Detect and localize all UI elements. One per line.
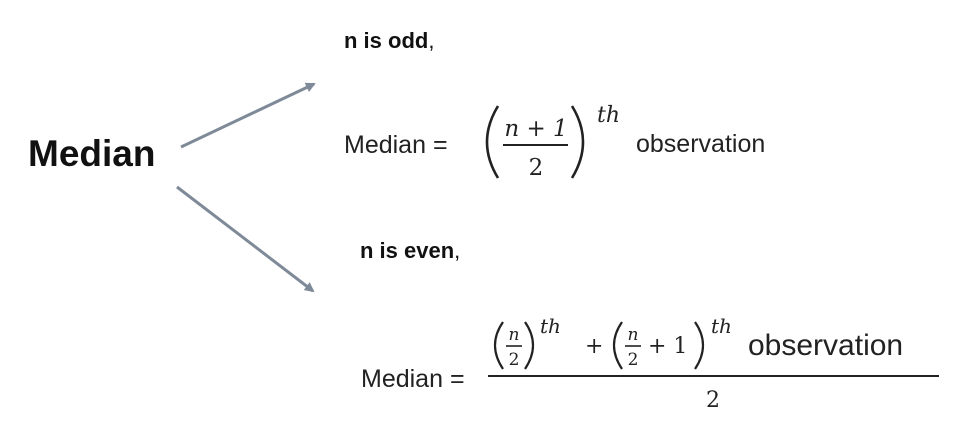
even-case-comma: , (454, 238, 461, 263)
even-lhs: Median = (361, 365, 465, 393)
odd-superscript: th (597, 103, 620, 128)
odd-formula: Median = n + 1 2 th observation (344, 103, 765, 181)
even-case-text: n is even (360, 238, 455, 263)
odd-rhs: observation (636, 130, 765, 158)
odd-numerator: n + 1 (504, 116, 567, 142)
even-observation: observation (748, 329, 903, 362)
even-case-label: n is even, (360, 238, 460, 264)
even-paren1-right (524, 321, 535, 370)
even-frac2-den: 2 (628, 350, 639, 370)
odd-denominator: 2 (529, 155, 544, 181)
even-denominator: 2 (706, 388, 720, 413)
odd-case-text: n is odd (344, 28, 429, 53)
even-paren2-left (612, 321, 623, 370)
even-formula: Median = n 2 th + n 2 + 1 th observation… (361, 315, 939, 413)
odd-case-comma: , (428, 28, 435, 53)
arrow-to-odd (180, 82, 316, 149)
odd-left-paren (485, 105, 500, 179)
odd-lhs: Median = (344, 131, 448, 159)
even-frac1-num: n (509, 325, 520, 345)
odd-case-label: n is odd, (344, 28, 434, 54)
even-paren1-left (493, 321, 504, 370)
even-sup1: th (540, 315, 561, 338)
median-title: Median (28, 133, 156, 174)
even-frac1-den: 2 (509, 350, 520, 370)
even-sup2: th (711, 315, 732, 338)
arrow-to-even (176, 185, 315, 293)
even-plus: + (585, 334, 603, 359)
odd-right-paren (570, 105, 585, 179)
even-plus-one: + 1 (648, 334, 687, 359)
even-frac2-num: n (628, 325, 639, 345)
even-paren2-right (694, 321, 705, 370)
